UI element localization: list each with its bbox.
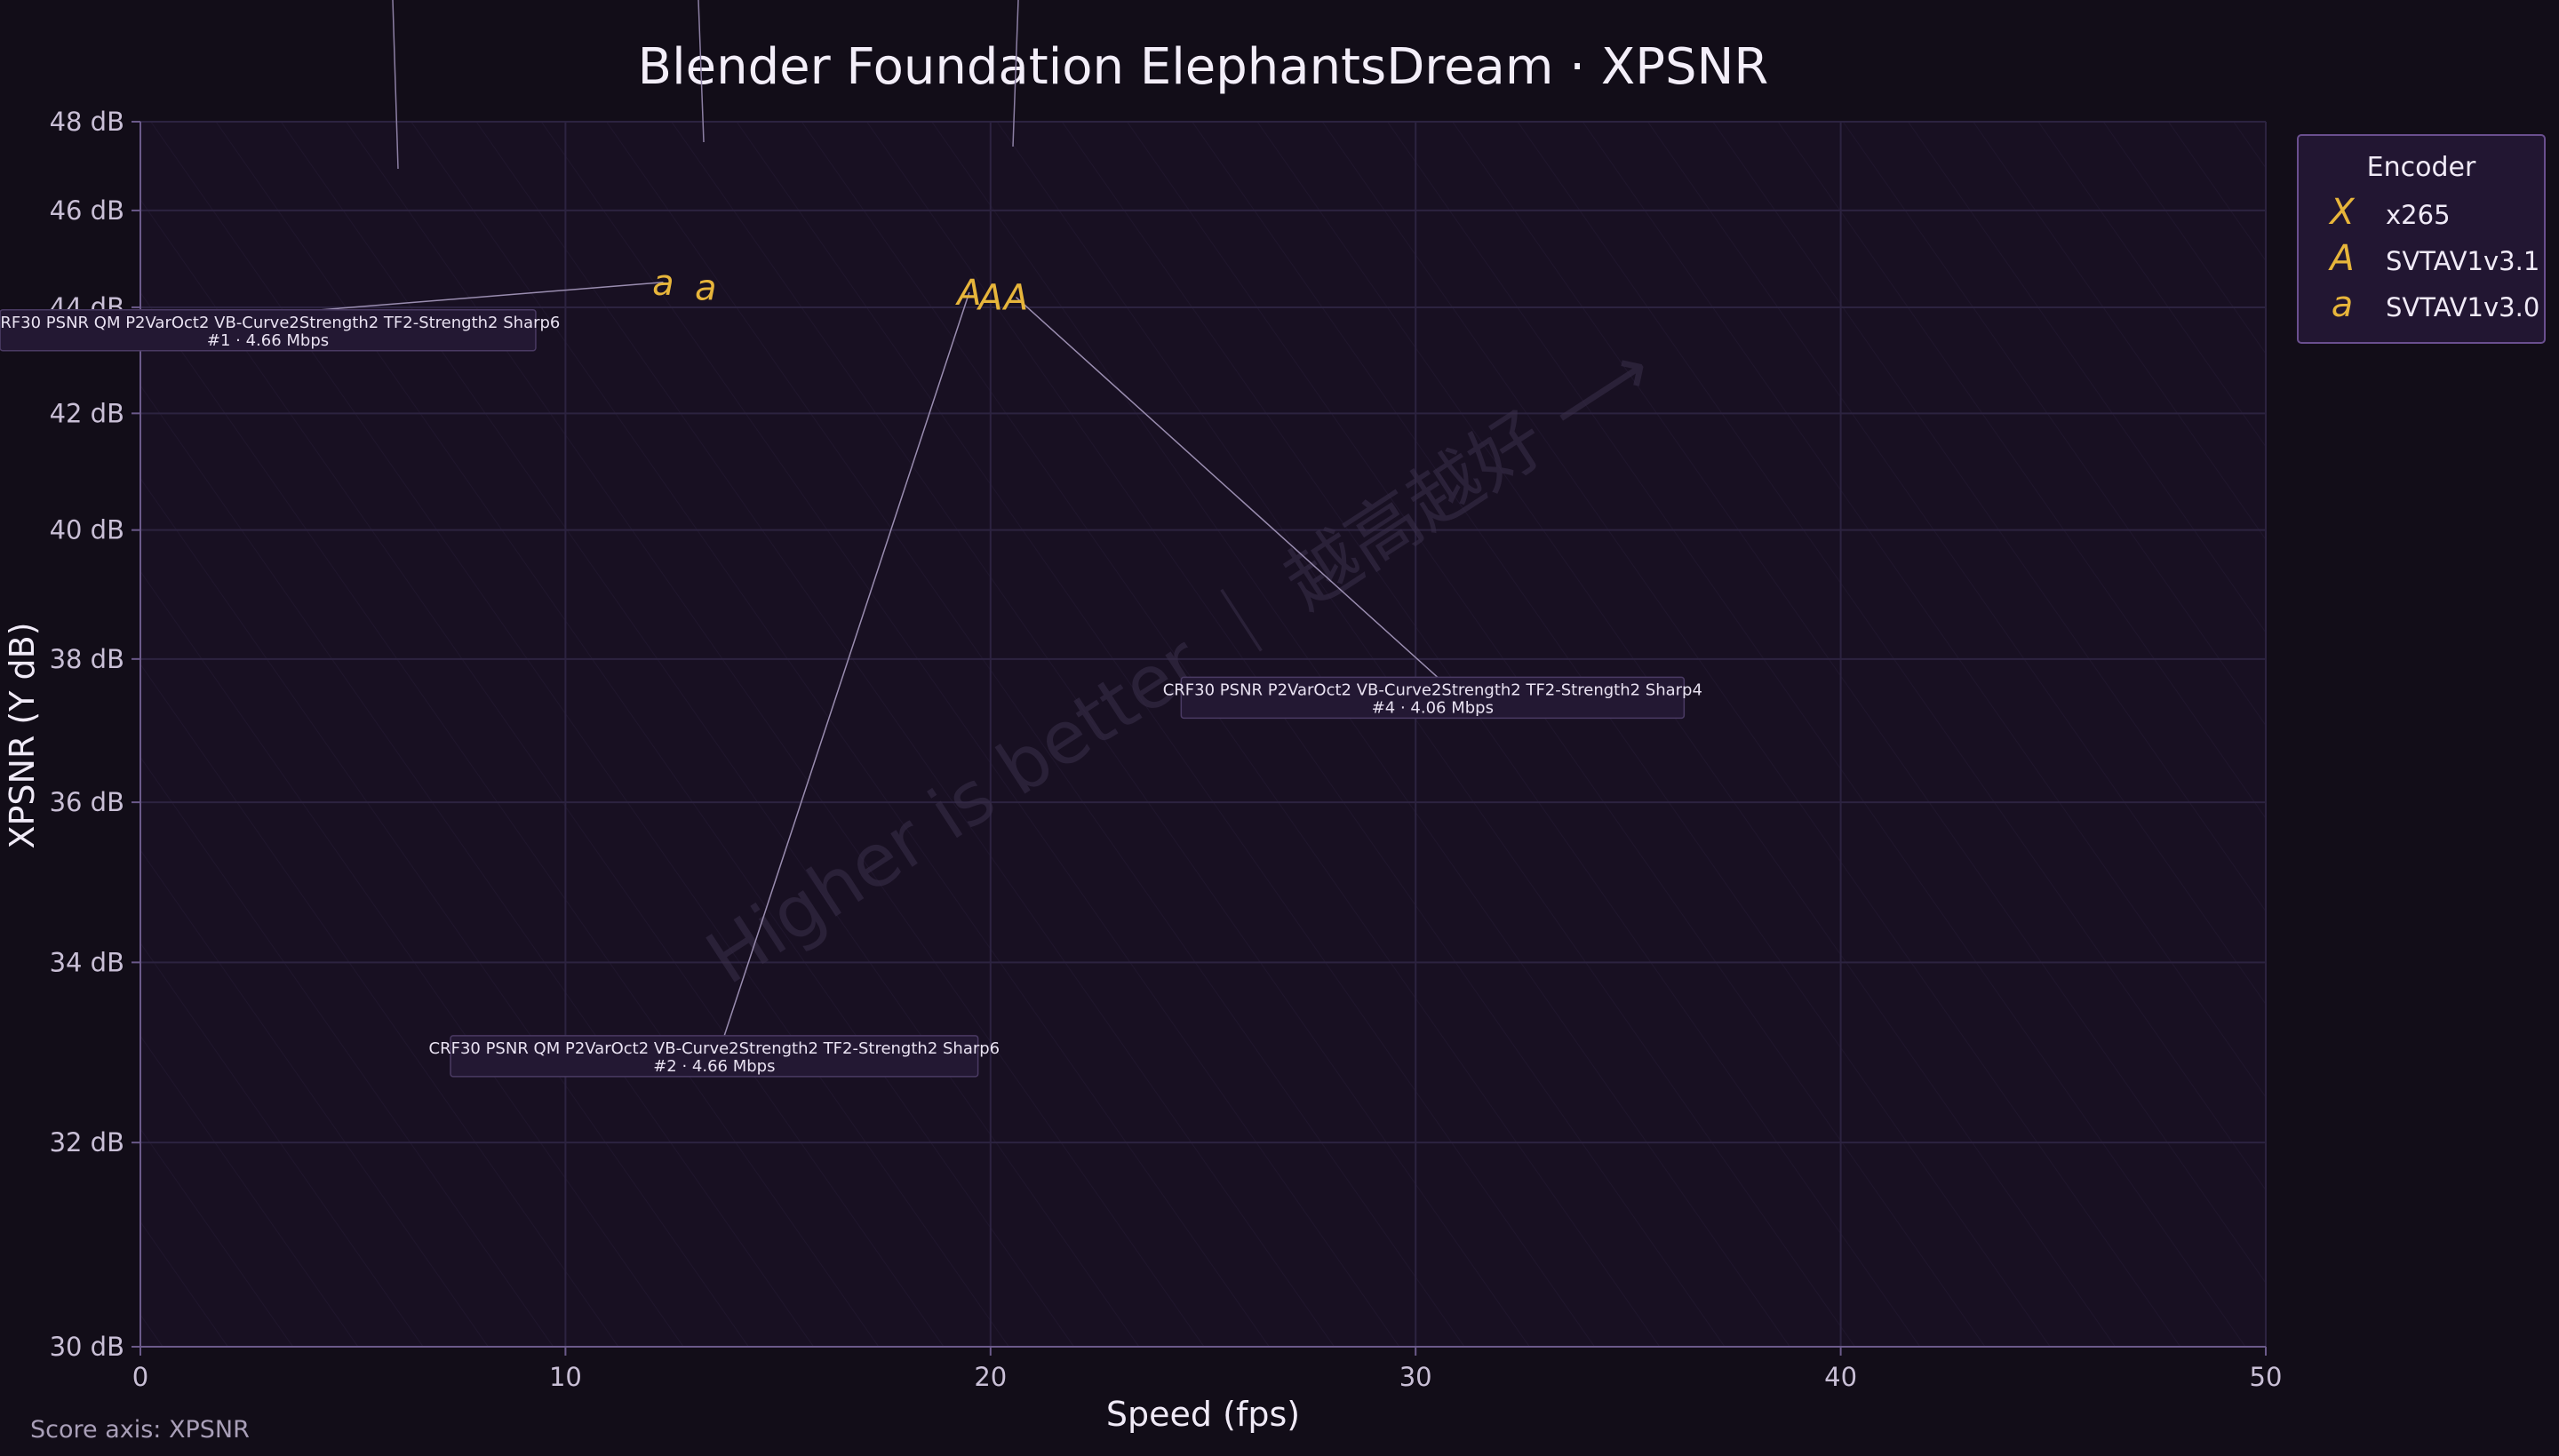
data-point: a bbox=[652, 263, 674, 304]
legend-marker: X bbox=[2328, 192, 2356, 233]
y-tick-label: 42 dB bbox=[50, 398, 124, 428]
annotation: CRF30 PSNR QM P2VarOct2 VB-Curve2Strengt… bbox=[429, 291, 1000, 1078]
chart-title: Blender Foundation ElephantsDream · XPSN… bbox=[638, 38, 1769, 96]
annotation-box bbox=[1180, 676, 1686, 720]
annotation-sublabel: #1 · 4.66 Mbps bbox=[207, 331, 329, 350]
data-point: A bbox=[976, 278, 1002, 319]
footnote: Score axis: XPSNR bbox=[30, 1416, 250, 1444]
legend-label: x265 bbox=[2386, 200, 2451, 230]
x-axis-title: Speed (fps) bbox=[1106, 1395, 1300, 1434]
annotation: CRF30 PSNR P2VarOct2 VB-Curve2Strength2 … bbox=[1016, 297, 1702, 720]
y-tick-label: 38 dB bbox=[50, 644, 124, 674]
y-tick-label: 46 dB bbox=[50, 195, 124, 226]
annotation: ~CRF30 PSNR QM P2VarOct2 VB-Curve2Streng… bbox=[0, 282, 664, 352]
annotation-label: CRF30 PSNR P2VarOct2 VB-Curve2Strength2 … bbox=[1163, 680, 1702, 699]
y-axis-title: XPSNR (Y dB) bbox=[3, 622, 42, 848]
annotation-leader bbox=[276, 282, 664, 314]
annotation-box bbox=[0, 309, 537, 352]
x-tick-label: 40 bbox=[1824, 1362, 1857, 1392]
annotation-leader bbox=[722, 291, 970, 1040]
legend-title: Encoder bbox=[2367, 152, 2476, 183]
plot-area-hatch bbox=[140, 122, 2266, 1347]
annotation-leader bbox=[1016, 297, 1442, 681]
y-tick-label: 36 dB bbox=[50, 787, 124, 817]
y-tick-label: 30 dB bbox=[50, 1332, 124, 1362]
legend-box bbox=[2297, 134, 2546, 344]
legend-label: SVTAV1v3.0 bbox=[2386, 292, 2539, 322]
y-tick-label: 32 dB bbox=[50, 1127, 124, 1158]
x-ticks: 0 10 20 30 40 50 bbox=[132, 1347, 2283, 1392]
legend-marker: a bbox=[2332, 284, 2354, 325]
legend-marker: A bbox=[2327, 238, 2354, 279]
annotation-label: ~CRF30 PSNR QM P2VarOct2 VB-Curve2Streng… bbox=[0, 314, 560, 332]
data-point: A bbox=[1001, 278, 1028, 319]
data-points: AA Aa a bbox=[652, 263, 1028, 319]
x-tick-label: 30 bbox=[1399, 1362, 1432, 1392]
annotation-box bbox=[450, 1035, 979, 1078]
x-tick-label: 50 bbox=[2250, 1362, 2283, 1392]
x-tick-label: 0 bbox=[132, 1362, 148, 1392]
data-point: a bbox=[695, 267, 717, 308]
grid bbox=[140, 121, 2267, 1348]
y-tick-label: 40 dB bbox=[50, 515, 124, 545]
annotation-label: CRF30 PSNR QM P2VarOct2 VB-Curve2Strengt… bbox=[429, 1039, 1000, 1058]
legend-label: SVTAV1v3.1 bbox=[2386, 246, 2539, 276]
y-tick-label: 34 dB bbox=[50, 947, 124, 977]
annotations: ~CRF30 PSNR QM P2VarOct2 VB-Curve2Streng… bbox=[0, 282, 1702, 1078]
off-chart-leaders bbox=[392, 0, 1019, 170]
x-tick-label: 10 bbox=[549, 1362, 582, 1392]
annotation-sublabel: #2 · 4.66 Mbps bbox=[653, 1057, 775, 1076]
annotation-sublabel: #4 · 4.06 Mbps bbox=[1372, 698, 1494, 717]
x-tick-label: 20 bbox=[974, 1362, 1007, 1392]
data-point: A bbox=[954, 273, 981, 314]
y-tick-label: 48 dB bbox=[50, 107, 124, 137]
